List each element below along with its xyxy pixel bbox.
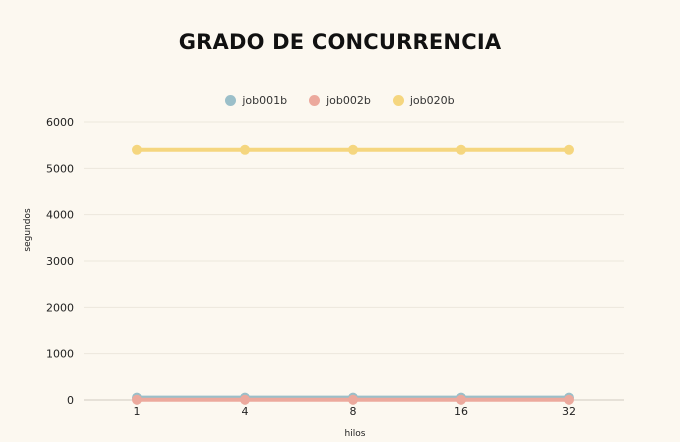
axes: 0 1000 2000 3000 4000 5000 6000 1 4 8 16 32 [46,116,576,418]
legend-swatch-job001b [225,95,237,106]
legend-label-job002b: job002b [326,94,371,107]
y-tick-label: 4000 [46,209,74,222]
x-tick-label: 1 [134,405,141,418]
series-job002b [132,394,574,405]
data-point-job002b [456,394,466,405]
data-point-job002b [132,394,142,405]
data-point-job020b [132,144,142,155]
x-tick-label: 8 [350,405,357,418]
data-point-job002b [564,394,574,405]
y-tick-label: 5000 [46,162,74,175]
legend-item-job020b[interactable]: job020b [392,94,455,107]
series-job020b [132,144,574,155]
x-tick-label: 32 [562,405,576,418]
y-tick-label: 6000 [46,116,74,129]
x-tick-label: 16 [454,405,468,418]
legend-swatch-job002b [309,95,321,106]
legend-label-job020b: job020b [409,94,455,107]
series-lines [132,144,574,405]
x-tick-label: 4 [242,405,249,418]
chart-legend: job001b job002b job020b [0,94,680,107]
grid-lines [84,121,624,401]
data-point-job020b [348,144,358,155]
x-axis-title: hilos [345,429,366,439]
legend-item-job002b[interactable]: job002b [309,94,371,107]
data-point-job020b [564,144,574,155]
y-tick-label: 0 [67,394,74,407]
y-tick-label: 2000 [46,301,74,314]
legend-item-job001b[interactable]: job001b [225,94,287,107]
legend-label-job001b: job001b [242,94,288,107]
y-tick-label: 1000 [46,348,74,361]
y-axis-title: segundos [23,208,33,252]
y-tick-label: 3000 [46,255,74,268]
legend-swatch-job020b [392,95,404,106]
data-point-job002b [348,394,358,405]
data-point-job002b [240,394,250,405]
data-point-job020b [456,144,466,155]
chart-title: GRADO DE CONCURRENCIA [178,30,502,54]
data-point-job020b [240,144,250,155]
